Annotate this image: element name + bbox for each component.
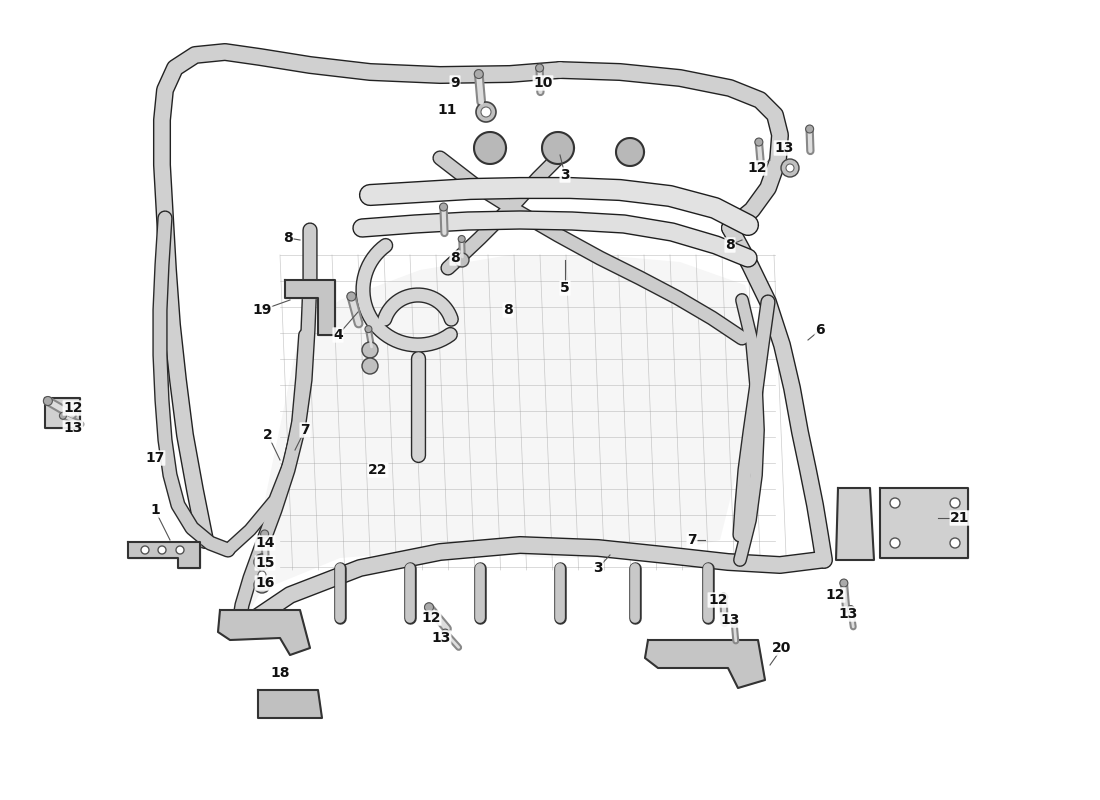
Text: 15: 15 (255, 556, 275, 570)
Circle shape (755, 138, 763, 146)
Circle shape (440, 203, 448, 211)
Polygon shape (542, 132, 574, 164)
Circle shape (442, 629, 449, 636)
Text: 12: 12 (747, 161, 767, 175)
Text: 3: 3 (593, 561, 603, 575)
Circle shape (890, 538, 900, 548)
Text: 10: 10 (534, 76, 552, 90)
Polygon shape (285, 280, 336, 335)
Text: 8: 8 (503, 303, 513, 317)
Circle shape (158, 546, 166, 554)
Circle shape (425, 602, 433, 612)
Circle shape (805, 125, 814, 133)
Text: 8: 8 (283, 231, 293, 245)
Text: 19: 19 (252, 303, 272, 317)
Circle shape (362, 358, 378, 374)
Circle shape (254, 554, 270, 570)
Circle shape (362, 342, 378, 358)
Circle shape (730, 619, 738, 626)
Circle shape (476, 102, 496, 122)
Polygon shape (645, 640, 764, 688)
Text: 14: 14 (255, 536, 275, 550)
Text: 7: 7 (300, 423, 310, 437)
Text: 13: 13 (720, 613, 739, 627)
Polygon shape (238, 255, 760, 630)
Text: 9: 9 (450, 76, 460, 90)
Circle shape (781, 159, 799, 177)
Text: 16: 16 (255, 576, 275, 590)
Text: 4: 4 (333, 328, 343, 342)
Text: 7: 7 (688, 533, 696, 547)
Circle shape (840, 579, 848, 587)
Text: 6: 6 (815, 323, 825, 337)
Text: 5: 5 (560, 281, 570, 295)
Circle shape (141, 546, 149, 554)
Circle shape (59, 412, 66, 419)
Circle shape (176, 546, 184, 554)
Text: 13: 13 (838, 607, 858, 621)
Text: 2: 2 (263, 428, 273, 442)
Text: 11: 11 (438, 103, 456, 117)
Polygon shape (474, 132, 506, 164)
Text: 18: 18 (271, 666, 289, 680)
Circle shape (890, 498, 900, 508)
Polygon shape (880, 488, 968, 558)
Text: 21: 21 (950, 511, 970, 525)
Text: 3: 3 (560, 168, 570, 182)
Text: 13: 13 (774, 141, 794, 155)
Polygon shape (218, 610, 310, 655)
Text: 20: 20 (772, 641, 792, 655)
Polygon shape (616, 138, 644, 166)
Text: 8: 8 (725, 238, 735, 252)
Text: 8: 8 (450, 251, 460, 265)
Circle shape (455, 253, 469, 267)
Text: 13: 13 (431, 631, 451, 645)
Polygon shape (128, 542, 200, 568)
Circle shape (346, 292, 356, 301)
Circle shape (254, 577, 270, 593)
Circle shape (474, 70, 483, 78)
Polygon shape (45, 398, 80, 428)
Circle shape (481, 107, 491, 117)
Text: 12: 12 (825, 588, 845, 602)
Circle shape (43, 397, 53, 406)
Circle shape (950, 498, 960, 508)
Circle shape (261, 530, 268, 538)
Text: 12: 12 (708, 593, 728, 607)
Circle shape (459, 235, 465, 242)
Text: 1: 1 (150, 503, 160, 517)
Polygon shape (258, 690, 322, 718)
Text: 13: 13 (64, 421, 82, 435)
Circle shape (536, 64, 543, 72)
Circle shape (719, 593, 727, 601)
Circle shape (786, 164, 794, 172)
Circle shape (950, 538, 960, 548)
Circle shape (365, 326, 372, 333)
Text: 22: 22 (368, 463, 387, 477)
Text: 17: 17 (145, 451, 165, 465)
Text: 12: 12 (64, 401, 82, 415)
Circle shape (258, 571, 266, 579)
Polygon shape (836, 488, 874, 560)
Text: 12: 12 (421, 611, 441, 625)
Circle shape (847, 606, 855, 613)
